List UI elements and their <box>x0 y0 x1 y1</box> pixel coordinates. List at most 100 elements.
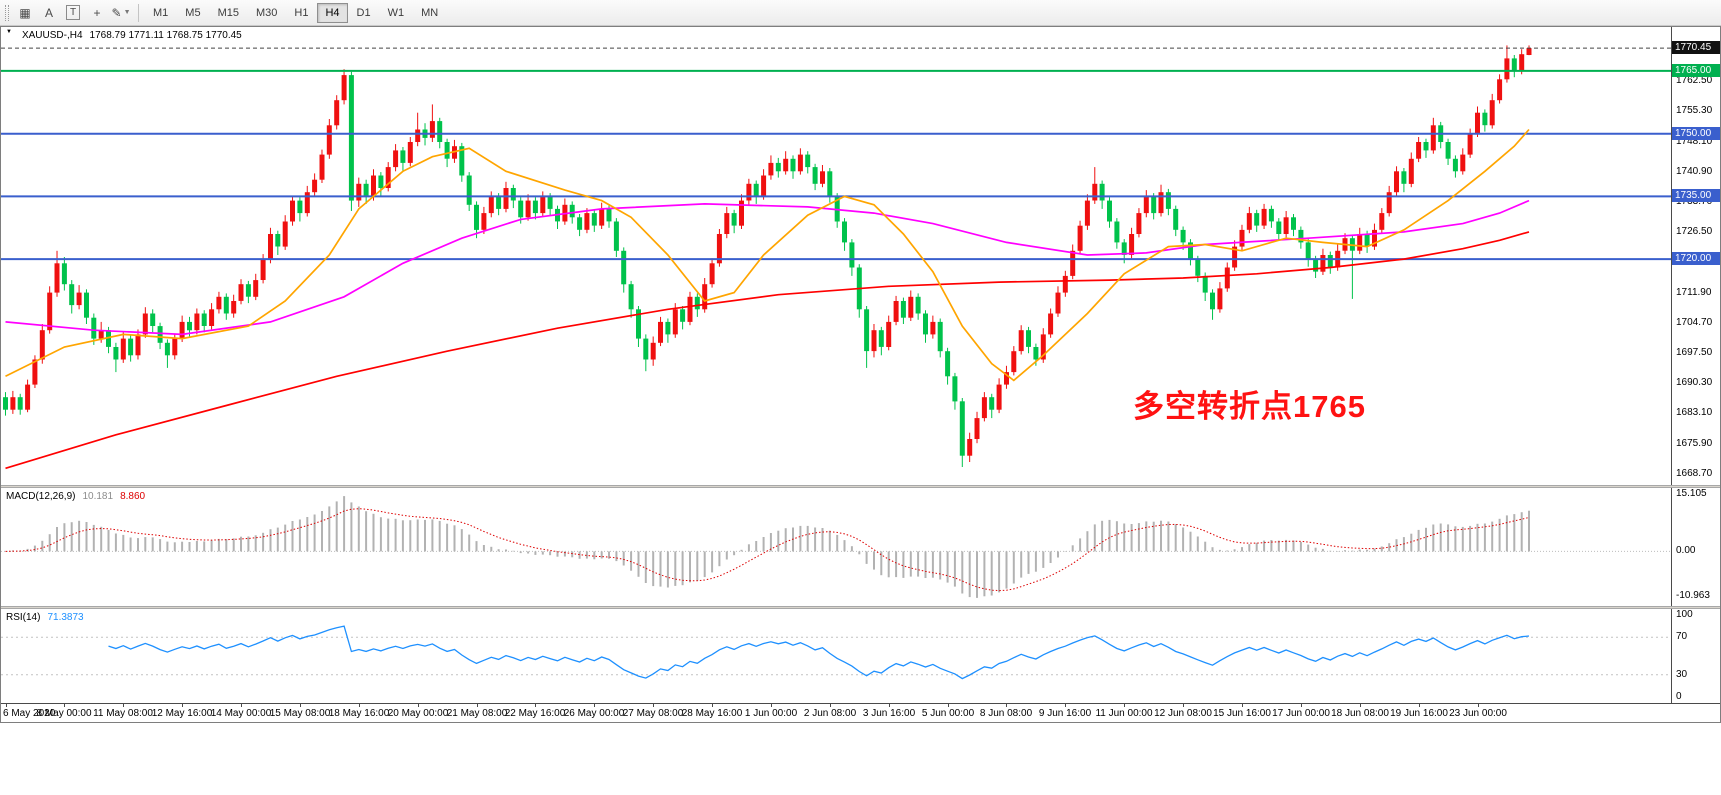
chart-window-icon[interactable]: ▦ <box>14 3 36 23</box>
rsi-chart[interactable] <box>1 609 1671 703</box>
time-label: 9 Jun 16:00 <box>1038 708 1092 719</box>
time-label: 17 Jun 00:00 <box>1272 708 1330 719</box>
time-label: 15 May 08:00 <box>269 708 331 719</box>
price-tick-label: 1726.50 <box>1676 226 1713 237</box>
chart-window: ▼ XAUUSD-,H4 1768.79 1771.11 1768.75 177… <box>0 26 1721 723</box>
rsi-axis-label: 30 <box>1676 669 1688 680</box>
symbol-period-label: XAUUSD-,H4 <box>21 30 83 41</box>
price-badge: 1735.00 <box>1672 189 1720 202</box>
time-label: 11 May 08:00 <box>93 708 153 719</box>
rsi-pane[interactable]: RSI(14) 71.3873 100 70 30 0 <box>1 609 1720 703</box>
arrow-tool-icon[interactable]: A <box>38 3 60 23</box>
time-tick <box>653 704 654 707</box>
time-label: 23 Jun 00:00 <box>1449 708 1507 719</box>
timeframe-h1[interactable]: H1 <box>294 6 309 19</box>
text-tool-glyph: T <box>65 5 81 20</box>
rsi-label: RSI(14) 71.3873 <box>6 612 84 623</box>
draw-tool-icon[interactable]: ✎ ▼ <box>110 3 132 23</box>
price-tick-label: 1697.50 <box>1676 347 1713 358</box>
price-axis[interactable]: 1762.501755.301748.101740.901733.701726.… <box>1671 27 1720 485</box>
rsi-line <box>108 625 1530 680</box>
time-tick <box>712 704 713 707</box>
price-tick-label: 1668.70 <box>1676 468 1713 479</box>
price-badge: 1765.00 <box>1672 64 1720 77</box>
time-label: 26 May 00:00 <box>563 708 625 719</box>
time-tick <box>477 704 478 707</box>
timeframe-d1[interactable]: D1 <box>356 6 371 19</box>
time-tick <box>594 704 595 707</box>
price-tick-label: 1762.50 <box>1676 75 1713 86</box>
price-tick-label: 1675.90 <box>1676 438 1713 449</box>
time-label: 11 Jun 00:00 <box>1095 708 1153 719</box>
macd-label: MACD(12,26,9) 10.181 8.860 <box>6 491 145 502</box>
macd-axis-label: -10.963 <box>1676 590 1710 601</box>
time-label: 12 Jun 08:00 <box>1154 708 1212 719</box>
candles-series <box>3 45 1532 467</box>
macd-chart[interactable] <box>1 488 1671 606</box>
macd-histogram <box>11 496 1530 598</box>
toolbar-grip[interactable] <box>5 4 9 21</box>
rsi-axis[interactable]: 100 70 30 0 <box>1671 609 1720 703</box>
time-tick <box>1006 704 1007 707</box>
time-tick <box>535 704 536 707</box>
time-label: 1 Jun 00:00 <box>744 708 798 719</box>
arrow-tool-glyph: A <box>44 5 53 20</box>
time-label: 18 Jun 08:00 <box>1331 708 1389 719</box>
timeframe-m15[interactable]: M15 <box>217 6 239 19</box>
time-label: 12 May 16:00 <box>151 708 213 719</box>
time-tick <box>1419 704 1420 707</box>
time-tick <box>359 704 360 707</box>
text-tool-icon[interactable]: T <box>62 3 84 23</box>
time-tick <box>889 704 890 707</box>
rsi-name: RSI(14) <box>6 612 41 623</box>
timeframe-mn[interactable]: MN <box>421 6 439 19</box>
time-label: 22 May 16:00 <box>504 708 566 719</box>
macd-name: MACD(12,26,9) <box>6 491 76 502</box>
time-tick <box>771 704 772 707</box>
time-tick <box>948 704 949 707</box>
draw-tool-glyph: ✎ <box>111 5 122 20</box>
time-label: 20 May 00:00 <box>387 708 449 719</box>
price-tick-label: 1740.90 <box>1676 166 1713 177</box>
time-label: 21 May 08:00 <box>446 708 508 719</box>
pane-splitter-1[interactable] <box>1 485 1720 488</box>
price-tick-label: 1748.10 <box>1676 136 1713 147</box>
macd-signal-value: 8.860 <box>120 491 146 502</box>
dropdown-caret-icon: ▼ <box>123 9 131 16</box>
macd-axis-label: 15.105 <box>1676 488 1707 499</box>
annotation-text[interactable]: 多空转折点1765 <box>1133 389 1366 424</box>
toolbar: ▦ A T + ✎ ▼ M1 M5 M15 M30 H1 H4 D1 W1 MN <box>0 0 1721 26</box>
crosshair-tool-icon[interactable]: + <box>86 3 108 23</box>
ma-mid-line <box>5 199 1530 336</box>
toolbar-separator <box>138 3 139 22</box>
time-label: 8 Jun 08:00 <box>979 708 1033 719</box>
price-pane[interactable]: ▼ XAUUSD-,H4 1768.79 1771.11 1768.75 177… <box>1 27 1720 485</box>
price-badge: 1750.00 <box>1672 127 1720 140</box>
time-tick <box>64 704 65 707</box>
macd-main-value: 10.181 <box>82 491 114 502</box>
time-label: 2 Jun 08:00 <box>803 708 857 719</box>
timeframes-group: M1 M5 M15 M30 H1 H4 D1 W1 MN <box>145 2 446 23</box>
ohlc-values: 1768.79 1771.11 1768.75 1770.45 <box>89 30 242 41</box>
time-tick <box>182 704 183 707</box>
time-tick <box>1360 704 1361 707</box>
timeframe-m30[interactable]: M30 <box>255 6 278 19</box>
time-label: 3 Jun 16:00 <box>862 708 916 719</box>
time-label: 28 May 16:00 <box>681 708 743 719</box>
pane-splitter-2[interactable] <box>1 606 1720 609</box>
price-badge: 1720.00 <box>1672 252 1720 265</box>
crosshair-tool-glyph: + <box>93 5 101 20</box>
timeframe-w1[interactable]: W1 <box>387 6 405 19</box>
time-tick <box>300 704 301 707</box>
price-tick-label: 1690.30 <box>1676 377 1713 388</box>
time-label: 5 Jun 00:00 <box>921 708 975 719</box>
timeframe-m5[interactable]: M5 <box>185 6 201 19</box>
timeframe-h4[interactable]: H4 <box>317 2 348 23</box>
time-tick <box>830 704 831 707</box>
time-tick <box>418 704 419 707</box>
macd-axis[interactable]: 15.105 0.00 -10.963 <box>1671 488 1720 606</box>
timeframe-m1[interactable]: M1 <box>153 6 169 19</box>
price-chart[interactable] <box>1 27 1671 485</box>
macd-pane[interactable]: MACD(12,26,9) 10.181 8.860 15.105 0.00 -10… <box>1 488 1720 606</box>
time-axis[interactable]: 6 May 2020 8 May 00:00 11 May 08:00 12 May … <box>1 703 1720 722</box>
